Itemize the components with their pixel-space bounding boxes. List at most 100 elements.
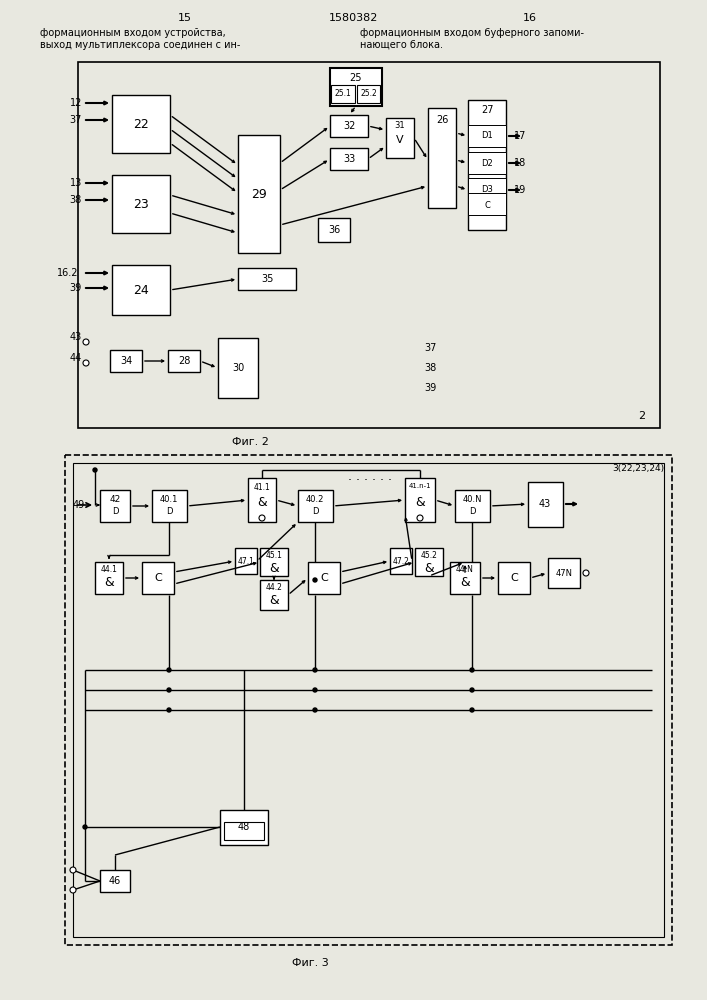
Text: 35: 35 [261,274,273,284]
Circle shape [313,578,317,582]
Text: 39: 39 [424,383,436,393]
Text: 22: 22 [133,117,149,130]
Bar [260,548,288,576]
Bar [330,115,368,137]
Text: 27: 27 [481,105,493,115]
Bar [220,810,268,845]
Text: 37: 37 [424,343,436,353]
Text: 17: 17 [514,131,526,141]
Circle shape [83,825,87,829]
Text: C: C [154,573,162,583]
Bar [468,125,506,147]
Text: формационным входом буферного запоми-: формационным входом буферного запоми- [360,28,584,38]
Circle shape [470,708,474,712]
Text: &: & [104,576,114,588]
Text: 36: 36 [328,225,340,235]
Text: 16.2: 16.2 [57,268,78,278]
Bar [450,562,480,594]
Circle shape [259,515,265,521]
Text: 39: 39 [70,283,82,293]
Text: &: & [269,593,279,606]
Text: 44.2: 44.2 [266,584,282,592]
Text: 38: 38 [70,195,82,205]
Bar [260,580,288,610]
Bar [330,68,382,106]
Bar [73,463,664,937]
Circle shape [83,360,89,366]
Bar [112,265,170,315]
Text: &: & [424,562,434,574]
Text: 31: 31 [395,121,405,130]
Circle shape [313,708,317,712]
Text: 42: 42 [110,495,121,504]
Circle shape [167,688,171,692]
Text: 32: 32 [343,121,355,131]
Circle shape [93,468,97,472]
Text: 2: 2 [638,411,645,421]
Text: 40.N: 40.N [462,495,481,504]
Text: формационным входом устройства,: формационным входом устройства, [40,28,226,38]
Text: 41.1: 41.1 [254,484,270,492]
Bar [428,108,456,208]
Bar [386,118,414,158]
Text: D: D [165,508,173,516]
Bar [238,135,280,253]
Bar [318,218,350,242]
Text: 47N: 47N [556,568,573,578]
Bar [238,268,296,290]
Bar [95,562,123,594]
Text: &: & [257,495,267,508]
Bar [152,490,187,522]
Text: D: D [112,508,118,516]
Bar [415,548,443,576]
Bar [100,870,130,892]
Text: &: & [415,495,425,508]
Text: 37: 37 [69,115,82,125]
Text: C: C [484,200,490,210]
Circle shape [470,668,474,672]
Bar [468,178,506,200]
Text: 12: 12 [69,98,82,108]
Circle shape [313,668,317,672]
Text: 46: 46 [109,876,121,886]
Text: 34: 34 [120,356,132,366]
Bar [168,350,200,372]
Bar [112,95,170,153]
Text: 18: 18 [514,158,526,168]
Bar [112,175,170,233]
Bar [330,148,368,170]
Bar [405,478,435,522]
Text: 19: 19 [514,185,526,195]
Text: 25: 25 [350,73,362,83]
Circle shape [83,339,89,345]
Text: 45.1: 45.1 [266,552,282,560]
Circle shape [470,688,474,692]
Bar [468,100,506,230]
Bar [142,562,174,594]
Text: 47.1: 47.1 [238,556,255,566]
Text: 45.2: 45.2 [421,552,438,560]
Text: 43: 43 [70,332,82,342]
Bar [528,482,563,527]
Text: 49: 49 [73,500,86,510]
Text: 15: 15 [178,13,192,23]
Text: 13: 13 [70,178,82,188]
Text: 44: 44 [70,353,82,363]
Text: 28: 28 [178,356,190,366]
Text: 23: 23 [133,198,149,211]
Text: 3(22,23,24): 3(22,23,24) [612,464,664,474]
Text: Фиг. 2: Фиг. 2 [232,437,269,447]
Text: 43: 43 [539,499,551,509]
Text: 47.2: 47.2 [392,556,409,566]
Bar [110,350,142,372]
Text: выход мультиплексора соединен с ин-: выход мультиплексора соединен с ин- [40,40,240,50]
Bar [331,85,355,103]
Text: 48: 48 [238,822,250,832]
Text: 40.1: 40.1 [160,495,178,504]
Bar [224,822,264,840]
Bar [468,193,506,215]
Text: D3: D3 [481,184,493,194]
Text: D: D [469,508,475,516]
Text: 44.N: 44.N [456,566,474,574]
Text: 41.n-1: 41.n-1 [409,483,431,489]
